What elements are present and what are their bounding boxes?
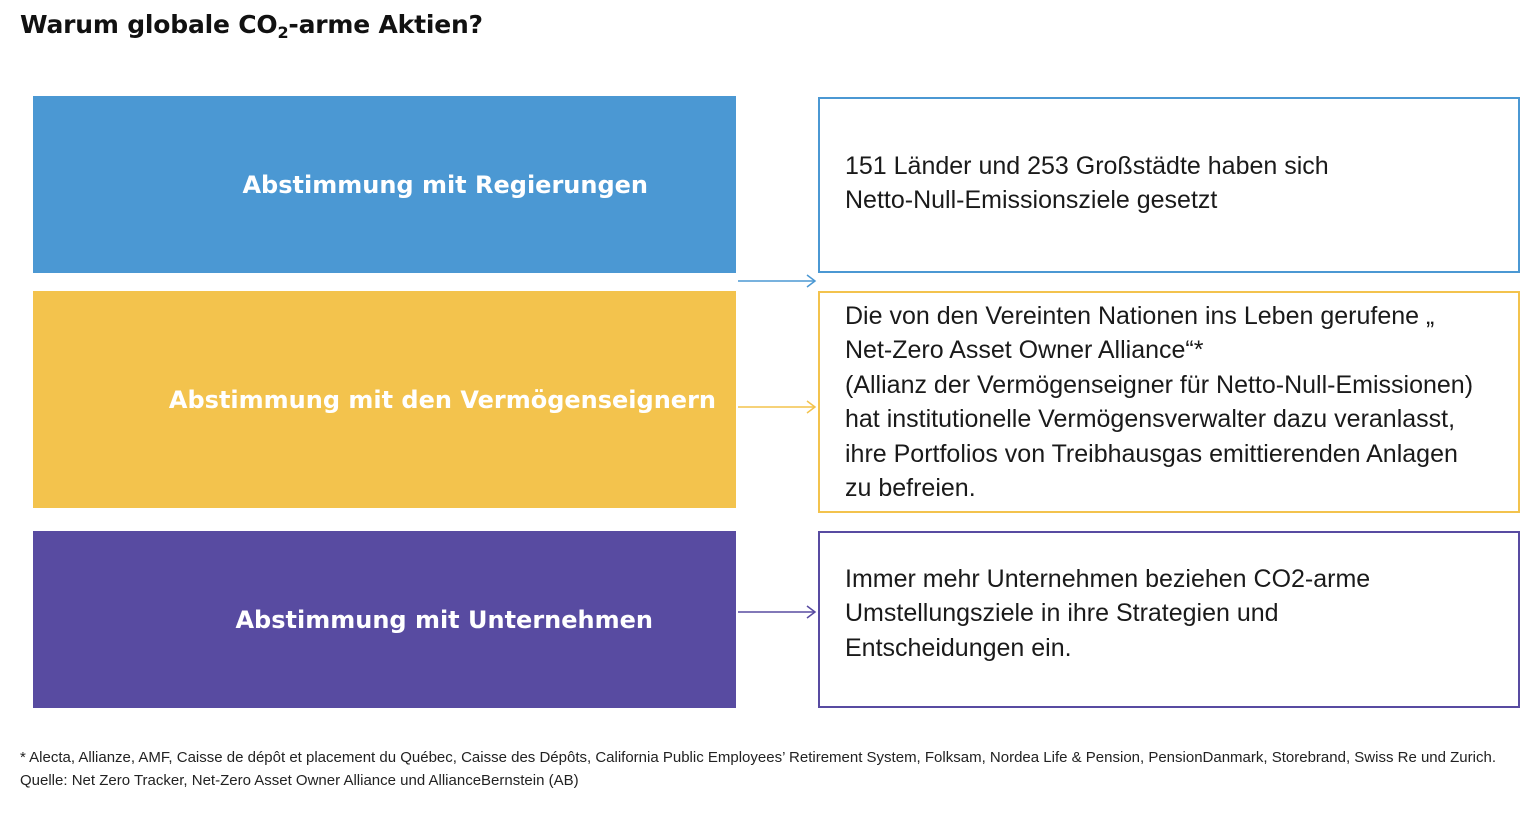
description-box-companies: Immer mehr Unternehmen beziehen CO2-arme…	[818, 531, 1520, 708]
title-subscript: 2	[277, 23, 289, 42]
footnote-source: Quelle: Net Zero Tracker, Net-Zero Asset…	[20, 771, 579, 789]
description-text-companies: Immer mehr Unternehmen beziehen CO2-arme…	[845, 564, 1371, 662]
category-label-asset-owners: Abstimmung mit den Vermögenseignern	[168, 385, 716, 414]
title-main-after: -arme Aktien?	[288, 10, 483, 39]
row-asset-owners: Abstimmung mit den Vermögenseignern Die …	[33, 291, 1520, 513]
arrow-right-icon	[738, 400, 817, 414]
footnotes: * Alecta, Allianze, AMF, Caisse de dépôt…	[20, 747, 1510, 792]
footnote-alliance-members: * Alecta, Allianze, AMF, Caisse de dépôt…	[20, 749, 1496, 766]
arrow-right-icon	[738, 274, 817, 288]
arrow-right-icon	[738, 605, 817, 619]
row-governments: Abstimmung mit Regierungen 151 Länder un…	[33, 96, 1520, 288]
category-block-governments: Abstimmung mit Regierungen	[33, 96, 736, 273]
title-main-before: Warum globale CO	[20, 10, 278, 39]
page-title: Warum globale CO2-arme Aktien?	[20, 10, 483, 42]
category-block-companies: Abstimmung mit Unternehmen	[33, 531, 736, 708]
category-label-governments: Abstimmung mit Regierungen	[242, 170, 648, 199]
description-text-governments: 151 Länder und 253 Großstädte haben sich…	[845, 151, 1329, 215]
category-label-companies: Abstimmung mit Unternehmen	[235, 605, 653, 634]
row-companies: Abstimmung mit Unternehmen Immer mehr Un…	[33, 531, 1520, 708]
category-block-asset-owners: Abstimmung mit den Vermögenseignern	[33, 291, 736, 508]
description-text-asset-owners: Die von den Vereinten Nationen ins Leben…	[845, 301, 1474, 503]
description-box-governments: 151 Länder und 253 Großstädte haben sich…	[818, 97, 1520, 273]
description-box-asset-owners: Die von den Vereinten Nationen ins Leben…	[818, 291, 1520, 513]
